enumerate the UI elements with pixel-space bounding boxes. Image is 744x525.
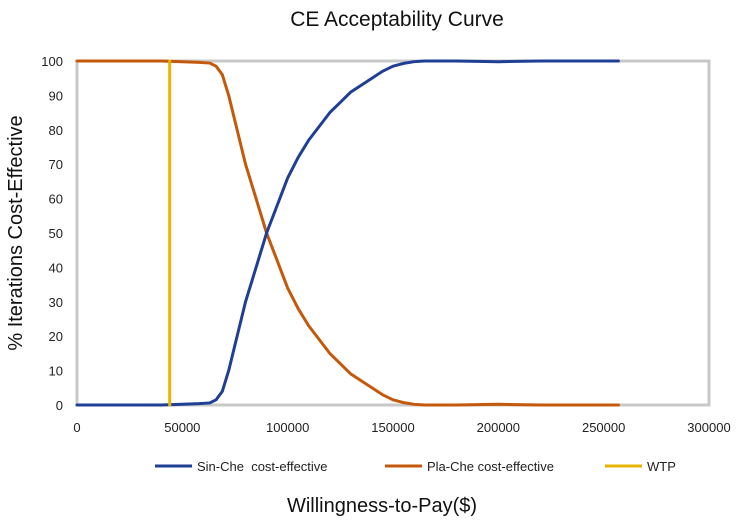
- x-tick-label: 300000: [687, 420, 730, 435]
- legend-label-wtp: WTP: [647, 459, 676, 474]
- x-axis-title: Willingness-to-Pay($): [287, 495, 477, 517]
- x-tick-label: 100000: [266, 420, 309, 435]
- x-tick-label: 250000: [582, 420, 625, 435]
- y-tick-label: 80: [49, 123, 63, 138]
- x-tick-label: 50000: [164, 420, 200, 435]
- legend: Sin-Che cost-effective Pla-Che cost-effec…: [155, 459, 676, 474]
- chart-title: CE Acceptability Curve: [290, 8, 504, 31]
- plot-area-border: [75, 59, 711, 407]
- y-tick-label: 90: [49, 88, 63, 103]
- x-tick-label: 150000: [371, 420, 414, 435]
- legend-label-sin-che-cost-effective: Sin-Che cost-effective: [197, 459, 328, 474]
- y-tick-label: 70: [49, 157, 63, 172]
- y-tick-label: 10: [49, 364, 63, 379]
- y-tick-label: 0: [56, 398, 63, 413]
- series-line-pla-che-cost-effective: [75, 59, 620, 407]
- y-tick-label: 100: [41, 54, 63, 69]
- y-tick-label: 40: [49, 260, 63, 275]
- x-tick-label: 0: [73, 420, 80, 435]
- y-tick-label: 50: [49, 226, 63, 241]
- y-tick-label: 60: [49, 192, 63, 207]
- y-axis-title: % Iterations Cost-Effective: [5, 115, 27, 350]
- legend-label-pla-che-cost-effective: Pla-Che cost-effective: [427, 459, 554, 474]
- y-tick-label: 30: [49, 295, 63, 310]
- y-tick-label: 20: [49, 329, 63, 344]
- x-tick-label: 200000: [477, 420, 520, 435]
- series-line-sin-che-cost-effective: [75, 59, 620, 407]
